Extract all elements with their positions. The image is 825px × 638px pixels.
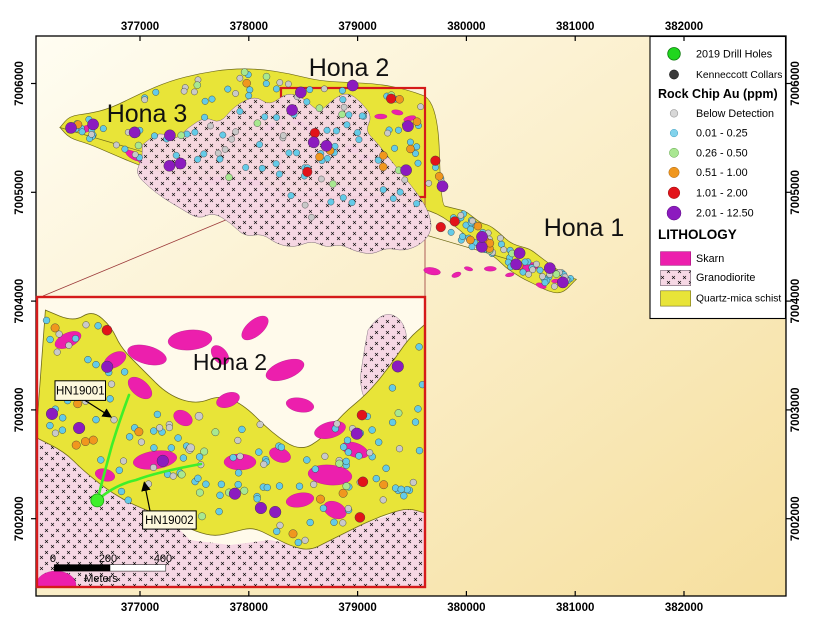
svg-text:7002000: 7002000 (14, 496, 26, 541)
svg-text:200: 200 (99, 553, 117, 565)
svg-text:400: 400 (154, 553, 172, 565)
svg-text:377000: 377000 (121, 602, 159, 614)
svg-text:HN19002: HN19002 (145, 515, 194, 527)
svg-text:Hona 2: Hona 2 (309, 54, 390, 82)
svg-text:HN19001: HN19001 (56, 386, 105, 398)
svg-text:380000: 380000 (447, 602, 485, 614)
svg-text:7002000: 7002000 (790, 496, 802, 541)
svg-text:Hona 1: Hona 1 (544, 214, 625, 242)
svg-text:Skarn: Skarn (696, 253, 724, 265)
svg-text:382000: 382000 (665, 602, 703, 614)
svg-text:2019 Drill Holes: 2019 Drill Holes (696, 48, 773, 60)
svg-text:380000: 380000 (447, 21, 485, 33)
svg-text:7004000: 7004000 (14, 279, 26, 324)
svg-text:Meters: Meters (84, 573, 118, 585)
svg-text:LITHOLOGY: LITHOLOGY (658, 227, 737, 242)
svg-text:Quartz-mica schist: Quartz-mica schist (696, 294, 781, 305)
svg-text:0.01 - 0.25: 0.01 - 0.25 (696, 128, 748, 140)
svg-text:379000: 379000 (338, 602, 376, 614)
svg-text:7005000: 7005000 (790, 170, 802, 215)
svg-text:Granodiorite: Granodiorite (696, 272, 755, 284)
svg-text:377000: 377000 (121, 21, 159, 33)
svg-text:7003000: 7003000 (14, 388, 26, 433)
svg-text:7004000: 7004000 (790, 279, 802, 324)
svg-text:382000: 382000 (665, 21, 703, 33)
svg-text:1.01 - 2.00: 1.01 - 2.00 (696, 187, 748, 199)
svg-text:Rock Chip Au (ppm): Rock Chip Au (ppm) (658, 87, 778, 101)
svg-text:0.26 - 0.50: 0.26 - 0.50 (696, 147, 748, 159)
svg-text:7005000: 7005000 (14, 170, 26, 215)
svg-text:Kenneccott Collars: Kenneccott Collars (696, 70, 782, 81)
svg-text:7006000: 7006000 (14, 61, 26, 106)
svg-text:381000: 381000 (556, 602, 594, 614)
svg-text:Hona 2: Hona 2 (193, 349, 267, 375)
svg-text:378000: 378000 (230, 21, 268, 33)
svg-text:378000: 378000 (230, 602, 268, 614)
svg-text:0: 0 (50, 553, 56, 565)
svg-text:2.01 - 12.50: 2.01 - 12.50 (696, 208, 754, 220)
svg-text:0.51 - 1.00: 0.51 - 1.00 (696, 167, 748, 179)
svg-text:7006000: 7006000 (790, 61, 802, 106)
svg-text:381000: 381000 (556, 21, 594, 33)
svg-text:7003000: 7003000 (790, 388, 802, 433)
svg-text:379000: 379000 (338, 21, 376, 33)
svg-text:Below Detection: Below Detection (696, 108, 774, 120)
svg-text:Hona 3: Hona 3 (107, 100, 188, 128)
